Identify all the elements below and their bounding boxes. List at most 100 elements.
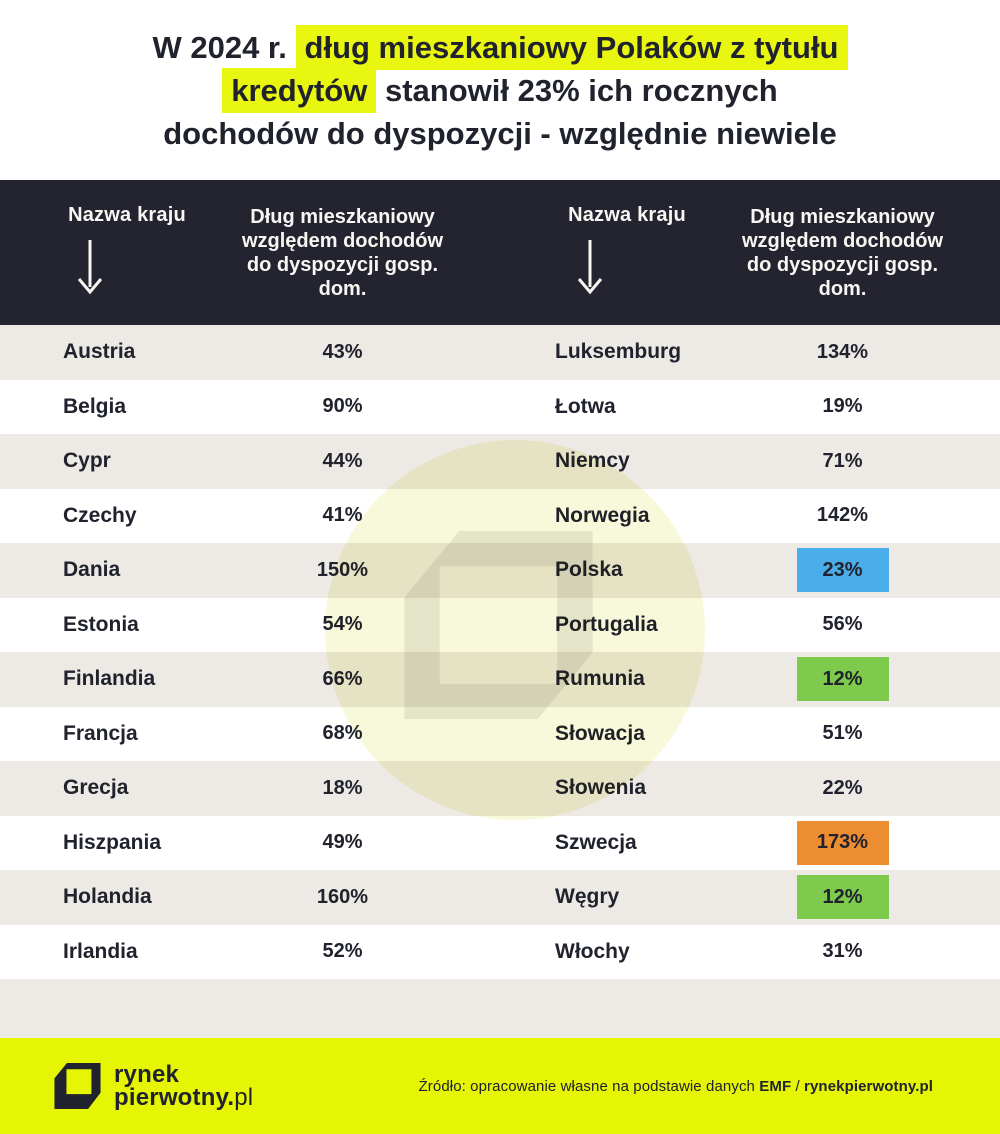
value-text: 22%: [822, 776, 863, 799]
value-cell: 90%: [230, 395, 455, 418]
title-line: W 2024 r. dług mieszkaniowy Polaków z ty…: [152, 24, 848, 70]
value-text: 18%: [322, 776, 363, 799]
value-text: 44%: [322, 449, 363, 472]
value-cell: 43%: [230, 341, 455, 364]
table-row: Cypr 44% Niemcy 71%: [0, 434, 1000, 489]
down-arrow-icon: [577, 240, 603, 295]
value-cell: 52%: [230, 940, 455, 963]
title-section: W 2024 r. dług mieszkaniowy Polaków z ty…: [0, 0, 1000, 180]
down-arrow-icon: [77, 240, 103, 295]
value-cell: 66%: [230, 668, 455, 691]
logo-text: rynek pierwotny.pl: [114, 1061, 254, 1111]
value-column-label-line: do dyspozycji gosp.: [246, 254, 439, 276]
value-text: 54%: [322, 613, 363, 636]
value-text: 71%: [822, 449, 863, 472]
title-highlighted-text: kredytów: [222, 67, 377, 113]
country-cell: Cypr: [63, 449, 111, 473]
value-cell: 31%: [730, 940, 955, 963]
value-cell: 51%: [730, 722, 955, 745]
table-row: Austria 43% Luksemburg 134%: [0, 325, 1000, 380]
column-header-value-right: Dług mieszkaniowy względem dochodów do dys…: [730, 204, 955, 325]
country-cell: Dania: [63, 558, 121, 582]
source-prefix: Źródło: opracowanie własne na podstawie …: [418, 1077, 760, 1095]
country-cell: Francja: [63, 721, 138, 745]
country-cell: Szwecja: [555, 830, 637, 854]
footer: rynek pierwotny.pl Źródło: opracowanie w…: [0, 1038, 1000, 1134]
table-row: Czechy 41% Norwegia 142%: [0, 488, 1000, 543]
value-text: 150%: [316, 558, 369, 581]
source-note: Źródło: opracowanie własne na podstawie …: [419, 1078, 933, 1095]
table-row: Grecja 18% Słowenia 22%: [0, 761, 1000, 816]
logo-text-pierwotny-pl: pierwotny.pl: [114, 1084, 254, 1111]
table-row: Estonia 54% Portugalia 56%: [0, 597, 1000, 652]
value-column-label-line: Dług mieszkaniowy: [750, 206, 935, 228]
value-text: 160%: [316, 885, 369, 908]
country-cell: Luksemburg: [555, 340, 682, 364]
logo-text-pl: pl: [234, 1084, 254, 1111]
value-column-label-line: dom.: [318, 278, 367, 300]
title-text: dochodów do dyspozycji - względnie niewi…: [163, 115, 837, 151]
value-cell: 68%: [230, 722, 455, 745]
logo-cube-icon: [54, 1062, 101, 1110]
value-column-label-line: do dyspozycji gosp.: [746, 254, 939, 276]
highlighted-value-box: 12%: [796, 657, 889, 702]
country-cell: Węgry: [555, 885, 620, 909]
value-cell: 44%: [230, 450, 455, 473]
table-row: Hiszpania 49% Szwecja 173%: [0, 815, 1000, 870]
value-cell: 23%: [730, 548, 955, 593]
value-cell: 134%: [730, 341, 955, 364]
table-row: Finlandia 66% Rumunia 12%: [0, 652, 1000, 707]
column-header-country-left: Nazwa kraju: [0, 204, 230, 325]
value-text: 68%: [322, 722, 363, 745]
country-cell: Niemcy: [555, 449, 630, 473]
country-cell: Polska: [555, 558, 623, 582]
header-gap: [955, 204, 1000, 325]
value-cell: 19%: [730, 395, 955, 418]
country-cell: Łotwa: [555, 394, 616, 418]
value-text: 19%: [822, 395, 863, 418]
value-text: 41%: [322, 504, 363, 527]
value-cell: 22%: [730, 777, 955, 800]
table-row: Belgia 90% Łotwa 19%: [0, 379, 1000, 434]
value-cell: 160%: [230, 886, 455, 909]
value-text: 134%: [816, 340, 869, 363]
value-text: 90%: [322, 395, 363, 418]
country-cell: Hiszpania: [63, 830, 162, 854]
value-cell: 150%: [230, 559, 455, 582]
logo-text-rynek: rynek: [114, 1061, 180, 1088]
title-highlighted-text: dług mieszkaniowy Polaków z tytułu: [295, 24, 848, 70]
value-column-label-line: względem dochodów: [741, 230, 944, 252]
country-cell: Holandia: [63, 885, 152, 909]
value-cell: 173%: [730, 820, 955, 865]
country-cell: Belgia: [63, 394, 127, 418]
value-column-label-line: dom.: [818, 278, 867, 300]
table-row: Dania 150% Polska 23%: [0, 543, 1000, 598]
column-header-value-left: Dług mieszkaniowy względem dochodów do dys…: [230, 204, 455, 325]
country-cell: Grecja: [63, 776, 129, 800]
source-emf: EMF: [759, 1077, 792, 1095]
title-line: dochodów do dyspozycji - względnie niewi…: [152, 112, 847, 155]
value-cell: 18%: [230, 777, 455, 800]
title-line: kredytów stanowił 23% ich rocznych: [152, 67, 847, 113]
value-text: 52%: [322, 940, 363, 963]
country-cell: Norwegia: [555, 503, 650, 527]
highlighted-value-box: 173%: [796, 820, 889, 865]
table-header: Nazwa kraju Dług mieszkaniowy względem do…: [0, 180, 1000, 325]
value-cell: 12%: [730, 875, 955, 920]
value-cell: 49%: [230, 831, 455, 854]
source-site: rynekpierwotny.pl: [804, 1077, 933, 1095]
country-cell: Czechy: [63, 503, 137, 527]
value-text: 49%: [322, 831, 363, 854]
value-text: 66%: [322, 667, 363, 690]
title-text: stanowił 23% ich rocznych: [376, 72, 778, 108]
value-text: 142%: [816, 504, 869, 527]
logo-text-pierwotny: pierwotny.: [114, 1084, 235, 1111]
country-cell: Słowacja: [555, 721, 645, 745]
country-cell: Austria: [63, 340, 136, 364]
value-text: 43%: [322, 340, 363, 363]
country-column-label: Nazwa kraju: [568, 204, 686, 226]
highlighted-value-box: 23%: [796, 548, 889, 593]
country-cell: Słowenia: [555, 776, 647, 800]
country-cell: Estonia: [63, 612, 139, 636]
